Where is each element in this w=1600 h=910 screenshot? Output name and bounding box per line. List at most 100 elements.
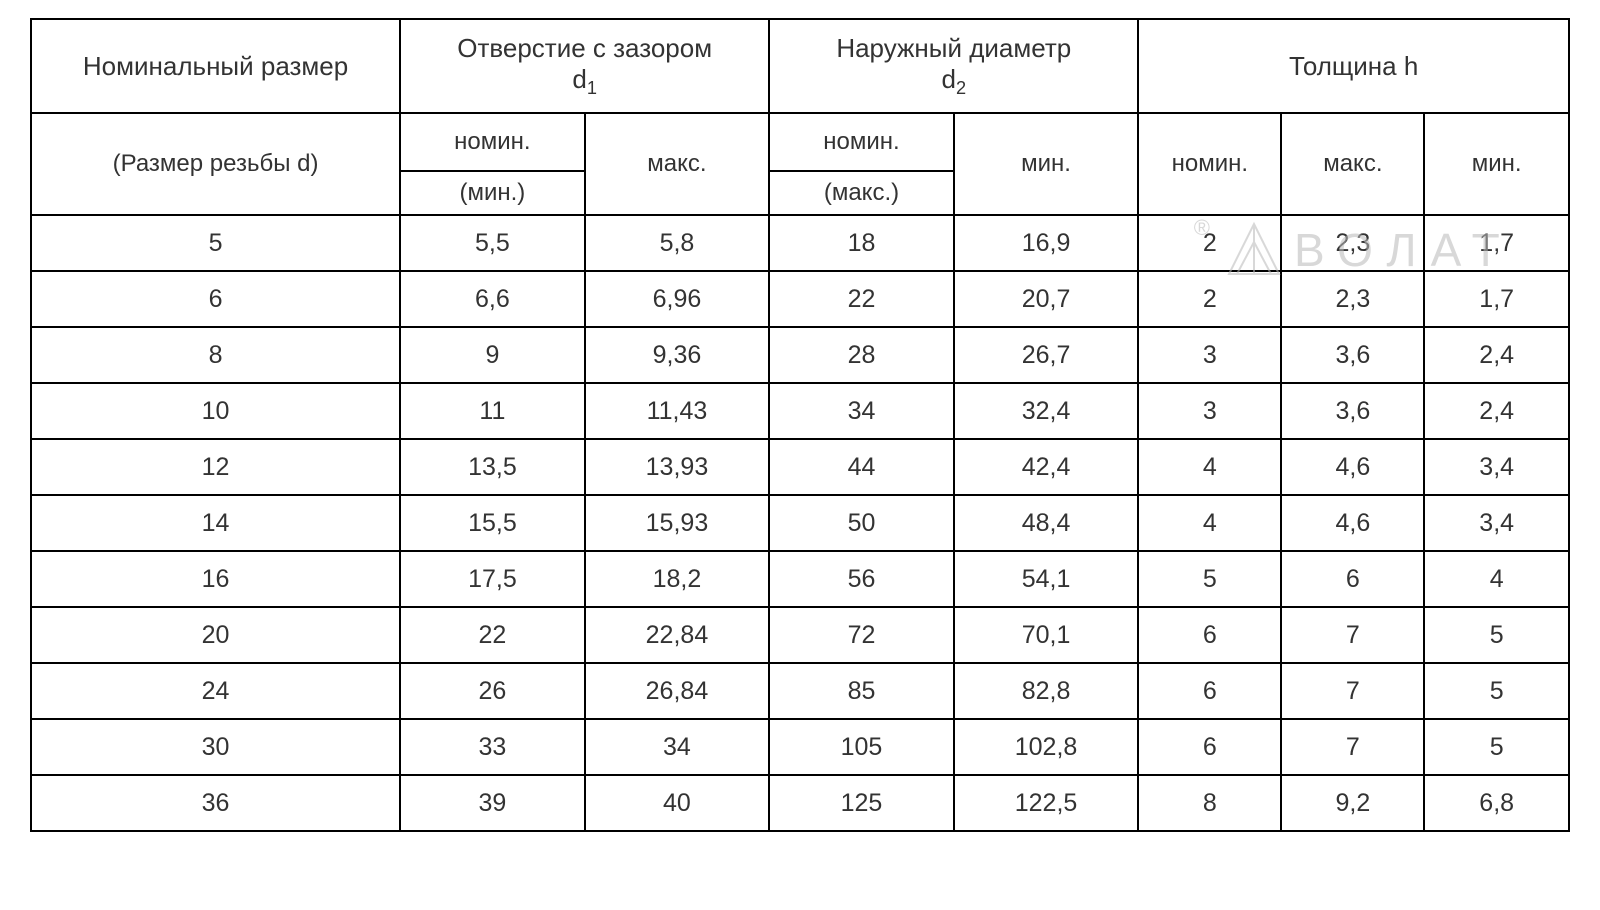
dimensions-table: Номинальный размер Отверстие с зазоромd1… [30, 18, 1570, 832]
table-cell: 6 [1138, 607, 1281, 663]
table-cell: 6 [1281, 551, 1424, 607]
table-cell: 20 [31, 607, 400, 663]
table-cell: 4 [1138, 439, 1281, 495]
col-group-nominal: Номинальный размер [31, 19, 400, 113]
col-d2-min: мин. [954, 113, 1139, 215]
table-cell: 7 [1281, 719, 1424, 775]
table-cell: 6,6 [400, 271, 585, 327]
table-cell: 22,84 [585, 607, 770, 663]
table-cell: 2,4 [1424, 383, 1569, 439]
table-row: 1213,513,934442,444,63,4 [31, 439, 1569, 495]
table-cell: 30 [31, 719, 400, 775]
col-d1-nom-bottom: (мин.) [400, 171, 585, 215]
table-cell: 22 [400, 607, 585, 663]
table-cell: 1,7 [1424, 215, 1569, 271]
col-d1-max: макс. [585, 113, 770, 215]
table-cell: 3,6 [1281, 383, 1424, 439]
col-d2-nom-bottom: (макс.) [769, 171, 954, 215]
table-cell: 7 [1281, 607, 1424, 663]
table-row: 1617,518,25654,1564 [31, 551, 1569, 607]
table-cell: 3 [1138, 327, 1281, 383]
table-cell: 5 [31, 215, 400, 271]
table-row: 303334105102,8675 [31, 719, 1569, 775]
table-cell: 26 [400, 663, 585, 719]
table-row: 101111,433432,433,62,4 [31, 383, 1569, 439]
table-cell: 102,8 [954, 719, 1139, 775]
table-cell: 6,8 [1424, 775, 1569, 831]
table-cell: 1,7 [1424, 271, 1569, 327]
table-row: 1415,515,935048,444,63,4 [31, 495, 1569, 551]
table-cell: 34 [585, 719, 770, 775]
table-cell: 5 [1424, 663, 1569, 719]
table-cell: 85 [769, 663, 954, 719]
table-cell: 10 [31, 383, 400, 439]
col-h-nom: номин. [1138, 113, 1281, 215]
col-thread-size: (Размер резьбы d) [31, 113, 400, 215]
col-h-max: макс. [1281, 113, 1424, 215]
table-cell: 2 [1138, 271, 1281, 327]
table-cell: 4,6 [1281, 495, 1424, 551]
table-cell: 13,5 [400, 439, 585, 495]
table-cell: 13,93 [585, 439, 770, 495]
table-cell: 15,93 [585, 495, 770, 551]
table-cell: 6 [1138, 719, 1281, 775]
table-cell: 3,6 [1281, 327, 1424, 383]
table-cell: 26,7 [954, 327, 1139, 383]
table-cell: 125 [769, 775, 954, 831]
table-cell: 4,6 [1281, 439, 1424, 495]
table-cell: 105 [769, 719, 954, 775]
table-cell: 6 [31, 271, 400, 327]
table-cell: 8 [1138, 775, 1281, 831]
table-cell: 2,3 [1281, 271, 1424, 327]
table-cell: 15,5 [400, 495, 585, 551]
table-cell: 17,5 [400, 551, 585, 607]
col-d1-nom-top: номин. [400, 113, 585, 171]
table-cell: 82,8 [954, 663, 1139, 719]
col-d2-nom-top: номин. [769, 113, 954, 171]
table-cell: 5,5 [400, 215, 585, 271]
col-h-min: мин. [1424, 113, 1569, 215]
table-cell: 3,4 [1424, 495, 1569, 551]
table-cell: 28 [769, 327, 954, 383]
table-cell: 34 [769, 383, 954, 439]
col-group-d2: Наружный диаметрd2 [769, 19, 1138, 113]
table-cell: 56 [769, 551, 954, 607]
table-cell: 5 [1138, 551, 1281, 607]
table-cell: 16,9 [954, 215, 1139, 271]
table-cell: 11 [400, 383, 585, 439]
table-cell: 39 [400, 775, 585, 831]
table-row: 66,66,962220,722,31,7 [31, 271, 1569, 327]
table-cell: 54,1 [954, 551, 1139, 607]
table-cell: 18 [769, 215, 954, 271]
table-cell: 24 [31, 663, 400, 719]
table-cell: 20,7 [954, 271, 1139, 327]
table-cell: 12 [31, 439, 400, 495]
table-cell: 122,5 [954, 775, 1139, 831]
table-row: 242626,848582,8675 [31, 663, 1569, 719]
table-cell: 6,96 [585, 271, 770, 327]
table-cell: 8 [31, 327, 400, 383]
table-cell: 2,4 [1424, 327, 1569, 383]
table-row: 55,55,81816,922,31,7 [31, 215, 1569, 271]
table-cell: 2 [1138, 215, 1281, 271]
table-cell: 70,1 [954, 607, 1139, 663]
table-cell: 22 [769, 271, 954, 327]
table-cell: 33 [400, 719, 585, 775]
table-cell: 50 [769, 495, 954, 551]
col-group-h: Толщина h [1138, 19, 1569, 113]
table-cell: 6 [1138, 663, 1281, 719]
table-cell: 14 [31, 495, 400, 551]
col-group-d1: Отверстие с зазоромd1 [400, 19, 769, 113]
table-cell: 72 [769, 607, 954, 663]
table-cell: 5 [1424, 607, 1569, 663]
table-cell: 3,4 [1424, 439, 1569, 495]
table-row: 363940125122,589,26,8 [31, 775, 1569, 831]
table-cell: 9,2 [1281, 775, 1424, 831]
table-cell: 9,36 [585, 327, 770, 383]
table-row: 202222,847270,1675 [31, 607, 1569, 663]
table-cell: 5,8 [585, 215, 770, 271]
table-cell: 18,2 [585, 551, 770, 607]
table-cell: 26,84 [585, 663, 770, 719]
table-cell: 5 [1424, 719, 1569, 775]
table-cell: 3 [1138, 383, 1281, 439]
